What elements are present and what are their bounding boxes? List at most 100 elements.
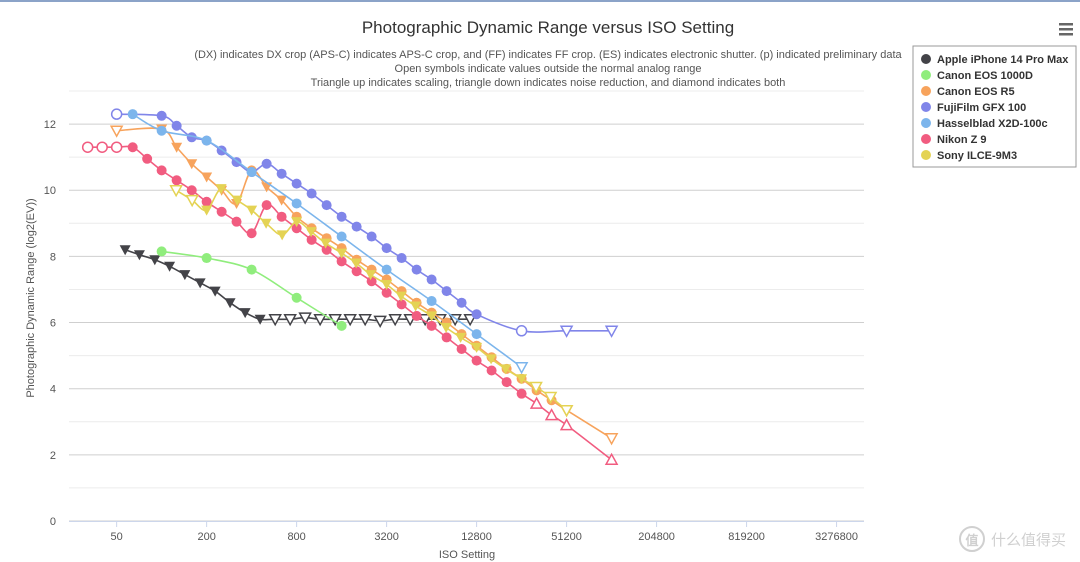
data-point[interactable] bbox=[96, 141, 108, 153]
data-point[interactable] bbox=[320, 238, 332, 249]
data-point[interactable] bbox=[291, 223, 302, 234]
data-point[interactable] bbox=[164, 261, 176, 272]
data-point[interactable] bbox=[149, 255, 161, 266]
data-point[interactable] bbox=[201, 253, 212, 264]
context-menu-button[interactable] bbox=[1056, 20, 1076, 38]
data-point[interactable] bbox=[283, 313, 297, 327]
data-point[interactable] bbox=[171, 142, 183, 153]
data-point[interactable] bbox=[440, 323, 452, 333]
data-point[interactable] bbox=[179, 270, 191, 281]
data-point[interactable] bbox=[336, 320, 347, 331]
data-point[interactable] bbox=[604, 325, 619, 338]
data-point[interactable] bbox=[456, 344, 467, 354]
data-point[interactable] bbox=[366, 276, 377, 287]
data-point[interactable] bbox=[343, 313, 357, 327]
legend-item-sony-ilce-9m3[interactable]: Sony ILCE-9M3 bbox=[921, 150, 1017, 162]
data-point[interactable] bbox=[156, 165, 167, 176]
data-point[interactable] bbox=[358, 313, 372, 327]
data-point[interactable] bbox=[336, 248, 348, 259]
data-point[interactable] bbox=[171, 175, 182, 186]
data-point[interactable] bbox=[455, 332, 467, 343]
data-point[interactable] bbox=[261, 158, 272, 169]
legend-item-hasselblad-x2d-100c[interactable]: Hasselblad X2D-100c bbox=[921, 118, 1048, 130]
data-point[interactable] bbox=[169, 184, 183, 198]
data-point[interactable] bbox=[514, 361, 529, 375]
data-point[interactable] bbox=[209, 286, 221, 297]
data-point[interactable] bbox=[321, 200, 332, 211]
data-point[interactable] bbox=[471, 342, 483, 353]
data-point[interactable] bbox=[500, 364, 512, 375]
data-point[interactable] bbox=[171, 120, 182, 131]
data-point[interactable] bbox=[396, 299, 407, 310]
data-point[interactable] bbox=[231, 216, 242, 227]
data-point[interactable] bbox=[268, 313, 282, 327]
data-point[interactable] bbox=[515, 325, 528, 337]
legend-item-canon-eos-r5[interactable]: Canon EOS R5 bbox=[921, 86, 1015, 98]
data-point[interactable] bbox=[142, 153, 153, 164]
data-point[interactable] bbox=[201, 196, 212, 207]
data-point[interactable] bbox=[246, 167, 257, 178]
data-point[interactable] bbox=[306, 188, 317, 199]
data-point[interactable] bbox=[276, 168, 287, 179]
legend-item-apple-iphone-14-pro-max[interactable]: Apple iPhone 14 Pro Max bbox=[921, 54, 1069, 66]
data-point[interactable] bbox=[426, 311, 438, 322]
data-point[interactable] bbox=[306, 234, 317, 245]
data-point[interactable] bbox=[246, 228, 257, 239]
data-point[interactable] bbox=[604, 452, 619, 466]
data-point[interactable] bbox=[381, 287, 392, 298]
data-point[interactable] bbox=[336, 211, 347, 222]
data-point[interactable] bbox=[501, 377, 512, 388]
data-point[interactable] bbox=[276, 195, 288, 206]
data-point[interactable] bbox=[485, 354, 497, 365]
data-point[interactable] bbox=[305, 227, 317, 238]
data-point[interactable] bbox=[119, 245, 131, 256]
data-point[interactable] bbox=[201, 205, 213, 216]
data-point[interactable] bbox=[186, 185, 197, 196]
data-point[interactable] bbox=[381, 280, 393, 290]
data-point[interactable] bbox=[559, 418, 574, 431]
data-point[interactable] bbox=[127, 142, 138, 153]
data-point[interactable] bbox=[336, 231, 347, 242]
data-point[interactable] bbox=[543, 391, 558, 405]
legend-item-canon-eos-1000d[interactable]: Canon EOS 1000D bbox=[921, 70, 1033, 82]
data-point[interactable] bbox=[350, 258, 362, 269]
data-point[interactable] bbox=[604, 433, 619, 446]
data-point[interactable] bbox=[156, 125, 167, 136]
data-point[interactable] bbox=[516, 388, 527, 399]
data-point[interactable] bbox=[186, 159, 198, 170]
data-point[interactable] bbox=[365, 270, 377, 281]
data-point[interactable] bbox=[351, 221, 362, 232]
data-point[interactable] bbox=[109, 125, 124, 138]
data-point[interactable] bbox=[246, 264, 257, 275]
data-point[interactable] bbox=[110, 141, 123, 153]
data-point[interactable] bbox=[381, 243, 392, 254]
data-point[interactable] bbox=[291, 198, 302, 209]
data-point[interactable] bbox=[291, 217, 303, 228]
data-point[interactable] bbox=[395, 291, 407, 302]
data-point[interactable] bbox=[559, 325, 574, 338]
data-point[interactable] bbox=[388, 313, 402, 327]
data-point[interactable] bbox=[291, 178, 302, 189]
data-point[interactable] bbox=[185, 194, 199, 208]
data-point[interactable] bbox=[529, 381, 543, 395]
data-point[interactable] bbox=[201, 172, 213, 183]
data-point[interactable] bbox=[426, 274, 437, 285]
legend-item-fujifilm-gfx-100[interactable]: FujiFilm GFX 100 bbox=[921, 102, 1026, 114]
data-point[interactable] bbox=[486, 365, 497, 376]
legend-item-nikon-z-9[interactable]: Nikon Z 9 bbox=[921, 134, 987, 146]
data-point[interactable] bbox=[411, 310, 422, 321]
data-point[interactable] bbox=[321, 244, 332, 255]
data-point[interactable] bbox=[239, 308, 251, 319]
data-point[interactable] bbox=[231, 195, 243, 206]
data-point[interactable] bbox=[351, 266, 362, 277]
data-point[interactable] bbox=[516, 374, 528, 385]
data-point[interactable] bbox=[559, 404, 574, 418]
data-point[interactable] bbox=[410, 301, 422, 312]
data-point[interactable] bbox=[313, 313, 327, 327]
data-point[interactable] bbox=[396, 253, 407, 264]
data-point[interactable] bbox=[156, 110, 167, 121]
data-point[interactable] bbox=[298, 312, 312, 325]
data-point[interactable] bbox=[186, 132, 197, 143]
data-point[interactable] bbox=[261, 200, 272, 211]
data-point[interactable] bbox=[133, 250, 145, 261]
